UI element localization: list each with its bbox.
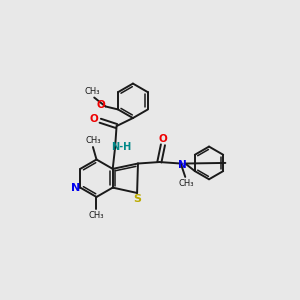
Text: CH₃: CH₃ xyxy=(85,136,101,145)
Text: CH₃: CH₃ xyxy=(85,86,100,95)
Text: N: N xyxy=(178,160,187,170)
Text: N-H: N-H xyxy=(112,142,132,152)
Text: O: O xyxy=(89,114,98,124)
Text: CH₃: CH₃ xyxy=(89,212,104,220)
Text: O: O xyxy=(159,134,167,144)
Text: CH₃: CH₃ xyxy=(179,179,194,188)
Text: N: N xyxy=(71,183,80,193)
Text: S: S xyxy=(133,194,141,205)
Text: O: O xyxy=(96,100,105,110)
